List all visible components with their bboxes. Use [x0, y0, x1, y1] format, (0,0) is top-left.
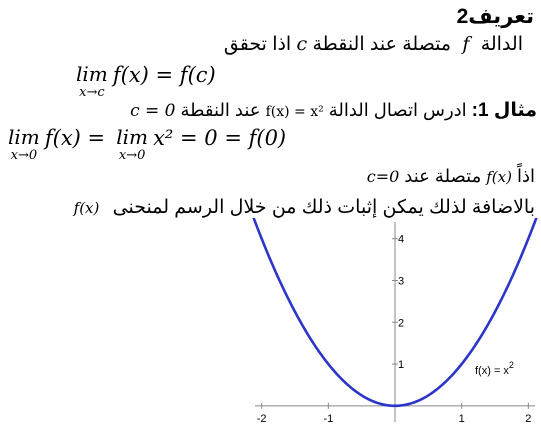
example-part-2: x² = 0 = f(0) — [153, 126, 287, 150]
definition-f: f — [462, 33, 470, 55]
example-text-1: ادرس اتصال الدالة — [328, 100, 467, 120]
conclusion-text-1: اذاً — [516, 166, 535, 186]
definition-formula: lim x→c f(x) = f(c) — [76, 64, 216, 99]
example-function: f(x) = x² — [265, 104, 324, 120]
graph-intro-text: بالاضافة لذلك يمكن إثبات ذلك من خلال الر… — [112, 197, 535, 218]
lim-operator-2: lim x→0 — [116, 125, 148, 163]
lim-operator: lim x→c — [76, 62, 108, 100]
parabola-curve — [252, 218, 538, 408]
definition-c: c — [296, 33, 308, 55]
definition-expression: f(x) = f(c) — [112, 63, 216, 87]
legend-label: f(x) = x2 — [475, 360, 514, 377]
x-tick-label: -2 — [257, 413, 267, 425]
example-text-2: عند النقطة — [180, 100, 261, 120]
example-point: c = 0 — [130, 101, 176, 121]
conclusion-fx: f(x) — [486, 168, 512, 186]
y-tick-label: 2 — [398, 317, 404, 329]
parabola-chart: -2 -1 1 2 1 2 3 4 f(x) = x2 — [252, 218, 538, 425]
definition-text-3: اذا تحقق — [223, 34, 292, 55]
example-part-1: f(x) = — [44, 126, 106, 150]
y-tick-label: 4 — [398, 234, 404, 246]
definition-line: الدالة f متصلة عند النقطة c اذا تحقق — [224, 33, 523, 56]
y-tick-label: 1 — [398, 359, 404, 371]
conclusion-point: c=0 — [366, 167, 400, 186]
graph-intro-line: بالاضافة لذلك يمكن إثبات ذلك من خلال الر… — [74, 196, 535, 219]
graph-intro-fx: f(x) — [73, 199, 100, 217]
definition-text-1: الدالة — [480, 34, 523, 55]
example-formula: lim x→0 f(x) = lim x→0 x² = 0 = f(0) — [8, 127, 286, 162]
definition-text-2: متصلة عند النقطة — [312, 34, 452, 55]
x-tick-label: -1 — [323, 413, 333, 425]
y-tick-label: 3 — [398, 275, 404, 287]
conclusion-text-2: متصلة عند — [404, 166, 482, 186]
example-line: مثال 1: ادرس اتصال الدالة f(x) = x² عند … — [130, 99, 537, 122]
x-tick-label: 1 — [459, 413, 465, 425]
heading: تعريف2 — [456, 5, 534, 28]
conclusion-line: اذاً f(x) متصلة عند c=0 — [367, 166, 535, 187]
x-tick-label: 2 — [525, 413, 531, 425]
lim-operator-1: lim x→0 — [8, 125, 40, 163]
example-label: مثال 1: — [471, 100, 537, 121]
